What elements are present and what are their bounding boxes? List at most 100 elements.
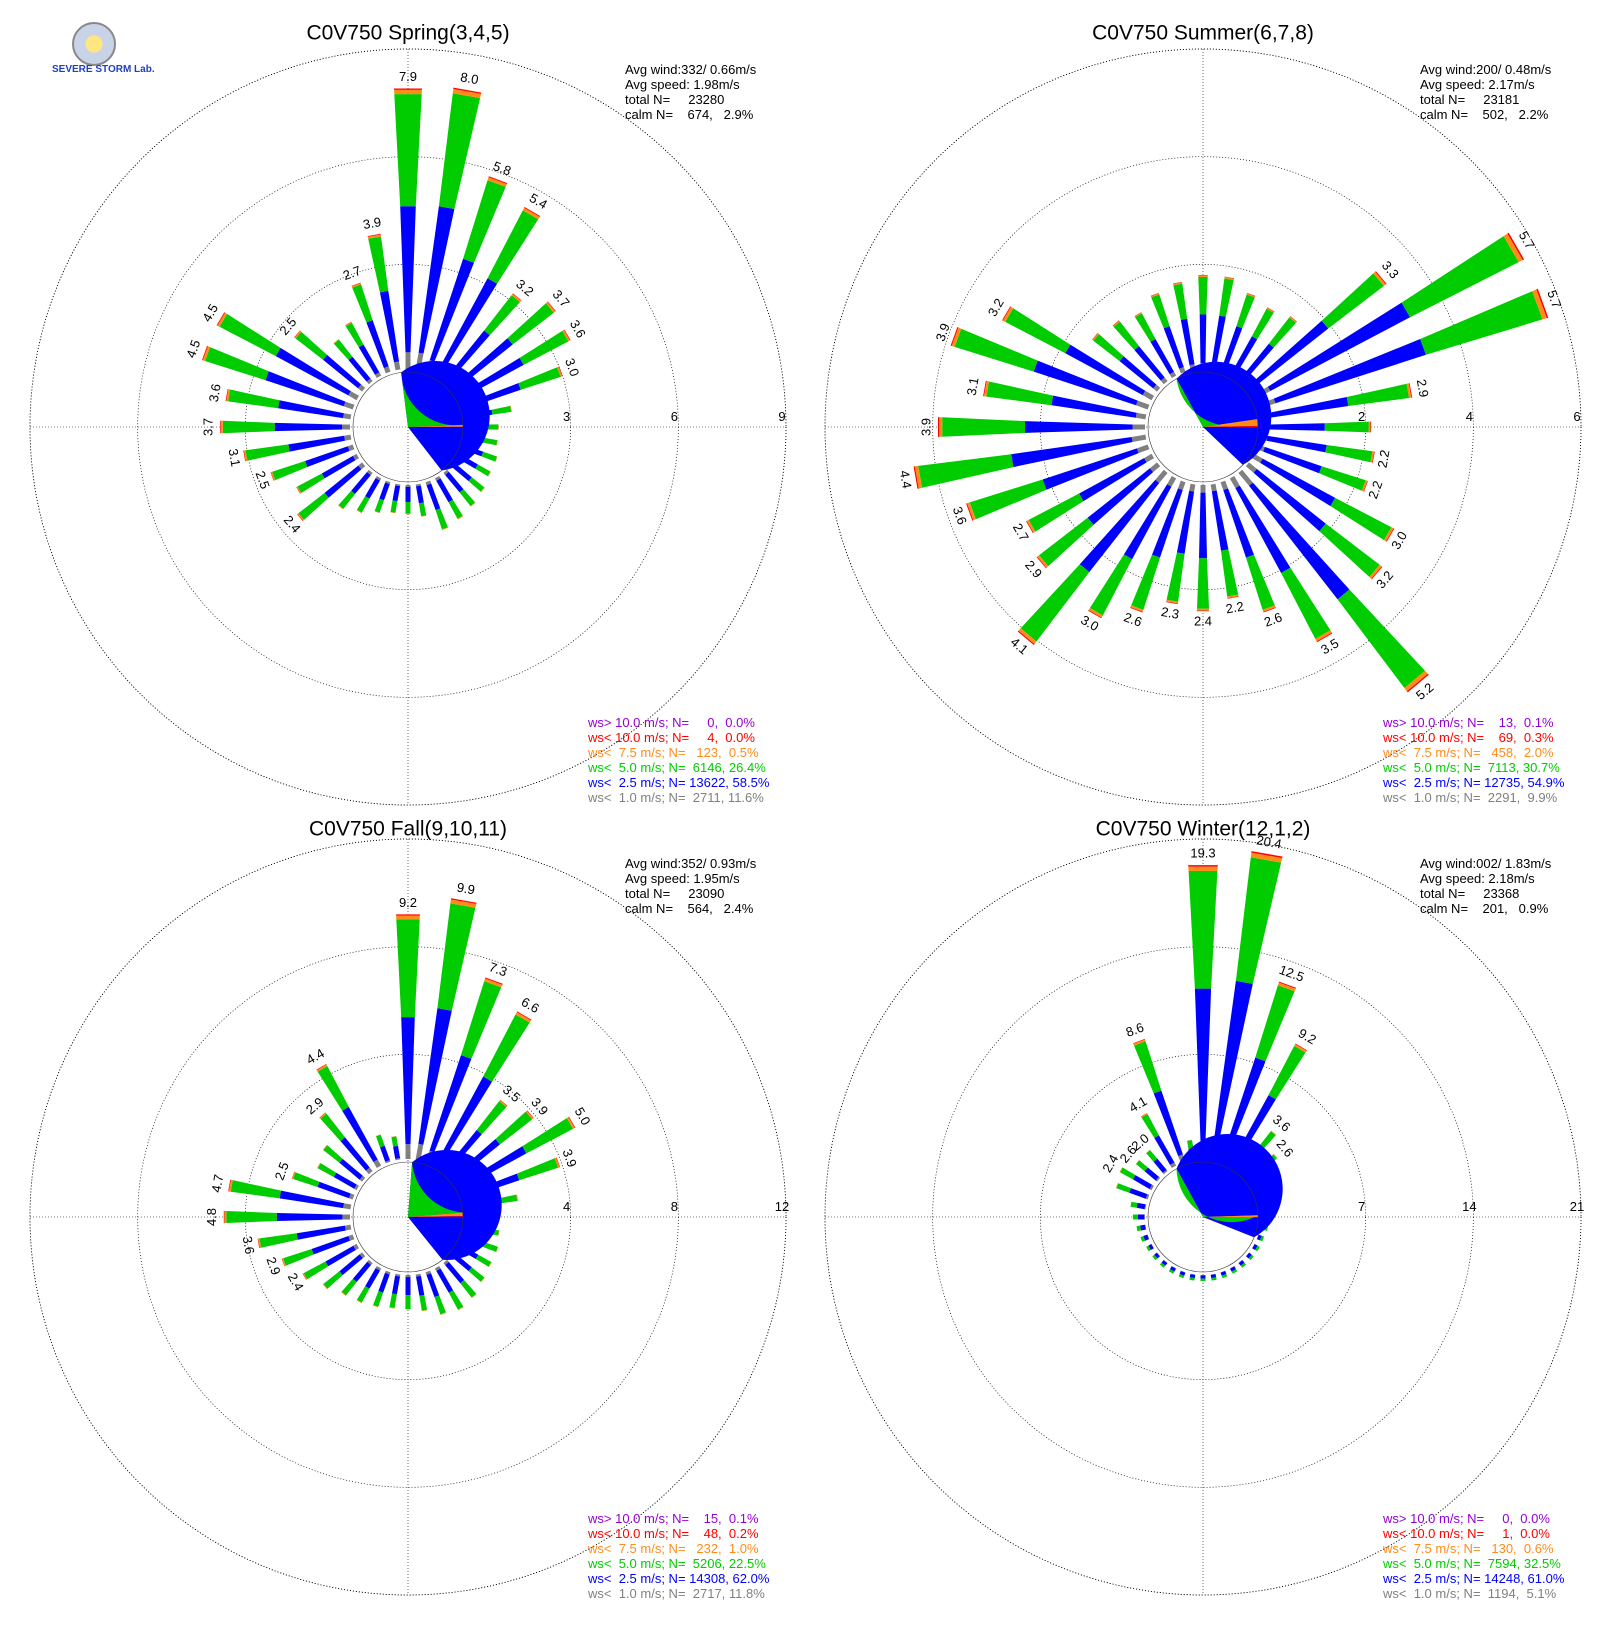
bar-segment	[1198, 275, 1208, 276]
bar-total-label: 3.9	[528, 1095, 551, 1118]
bar-segment	[1248, 1254, 1254, 1261]
bar-segment	[395, 483, 401, 487]
direction-bar-190	[389, 1273, 401, 1309]
bar-segment	[416, 485, 424, 504]
bar-segment	[480, 487, 485, 493]
bar-segment	[950, 327, 959, 346]
direction-bar-0: 7.9	[394, 69, 422, 369]
bar-segment	[296, 486, 302, 494]
bar-segment	[938, 417, 940, 437]
bar-segment	[1219, 278, 1234, 317]
bar-segment	[1136, 400, 1150, 410]
bar-segment	[1132, 1214, 1138, 1220]
bar-segment	[348, 356, 371, 382]
bar-segment	[217, 312, 227, 327]
bar-segment	[1197, 558, 1209, 609]
bar-segment	[1321, 273, 1384, 329]
bar-segment	[375, 1266, 382, 1271]
bar-total-label: 2.5	[272, 1160, 292, 1182]
lab-logo-text: SEVERE STORM Lab.	[52, 64, 155, 75]
bar-segment	[1232, 336, 1258, 374]
direction-bar-170	[415, 483, 427, 517]
bar-segment	[918, 454, 1014, 488]
bar-segment	[457, 515, 464, 520]
bar-segment	[448, 499, 463, 519]
bar-segment	[522, 1118, 573, 1154]
bar-segment	[291, 1171, 295, 1179]
stats-line: total N= 23368	[1420, 886, 1519, 901]
bar-segment	[367, 1259, 373, 1265]
direction-bar-170	[415, 1273, 428, 1312]
bar-segment	[395, 1273, 401, 1277]
grid-ring	[29, 838, 787, 1596]
bar-segment	[1168, 1269, 1175, 1274]
direction-bar-40	[1238, 316, 1298, 385]
bar-segment	[471, 1293, 477, 1298]
bar-segment	[1229, 476, 1240, 489]
bar-segment	[1005, 308, 1071, 354]
legend-entry: ws< 7.5 m/s; N= 123, 0.5%	[587, 745, 759, 760]
bar-segment	[1116, 1183, 1131, 1193]
direction-bar-270: 3.7	[201, 418, 350, 436]
bar-segment	[356, 509, 362, 514]
bar-segment	[358, 344, 380, 375]
direction-bar-140	[1238, 1259, 1247, 1268]
wind-rose-panel-4: 7 14 2119.320.412.59.23.62.62.42.62.04.18.…	[824, 818, 1584, 1601]
direction-bar-350	[391, 1136, 401, 1161]
ring-tick-label: 2	[1358, 409, 1365, 424]
bar-segment	[1036, 556, 1047, 569]
bar-segment	[1144, 1204, 1147, 1210]
bar-segment	[983, 380, 989, 397]
bar-segment	[390, 500, 398, 513]
bar-segment	[1246, 1252, 1252, 1259]
ring-tick-label: 8	[671, 1199, 678, 1214]
severe-storm-lab-logo: SEVERE STORM Lab.	[52, 22, 155, 82]
bar-segment	[1220, 1271, 1227, 1276]
bar-segment	[1135, 412, 1147, 420]
bar-segment	[385, 1160, 391, 1164]
bar-segment	[1196, 610, 1210, 612]
direction-bar-290: 3.9	[933, 321, 1150, 410]
bar-segment	[228, 1179, 231, 1192]
direction-bar-60: 5.7	[1252, 228, 1538, 401]
bar-segment	[228, 389, 280, 409]
bar-segment	[245, 444, 290, 461]
bar-segment	[1263, 446, 1322, 474]
bar-segment	[1152, 1254, 1158, 1261]
bar-segment	[1149, 1184, 1154, 1191]
bar-segment	[374, 498, 384, 513]
bar-segment	[1159, 1262, 1166, 1268]
bar-segment	[526, 1110, 534, 1119]
bar-segment	[1161, 1260, 1168, 1266]
direction-bar-260	[1136, 1224, 1147, 1232]
bar-segment	[1002, 306, 1011, 321]
bar-segment	[443, 469, 449, 475]
ring-tick-label: 12	[775, 1199, 789, 1214]
bar-segment	[450, 898, 477, 904]
bar-total-label: 3.3	[1379, 258, 1402, 281]
bar-segment	[343, 413, 352, 420]
bar-segment	[558, 366, 563, 377]
bar-segment	[1346, 383, 1410, 406]
bar-segment	[1370, 421, 1371, 433]
ring-tick-label: 21	[1570, 1199, 1584, 1214]
direction-bar-330: 4.1	[1126, 1093, 1177, 1168]
bar-segment	[951, 327, 962, 347]
bar-segment	[435, 508, 448, 530]
bar-segment	[372, 1305, 379, 1308]
bar-total-label: 7.9	[399, 69, 417, 84]
bar-segment	[1173, 281, 1183, 284]
bar-segment	[1189, 483, 1196, 492]
bar-segment	[320, 1113, 345, 1142]
direction-bar-120: 3.0	[1252, 453, 1410, 552]
direction-bar-200	[372, 1270, 391, 1308]
bar-segment	[1153, 1158, 1167, 1173]
bar-segment	[1370, 451, 1375, 463]
bar-segment	[1267, 302, 1411, 391]
bar-segment	[1220, 1270, 1226, 1273]
bar-segment	[438, 93, 481, 209]
bar-segment	[405, 352, 411, 369]
direction-bar-280: 3.1	[964, 376, 1147, 420]
bar-segment	[311, 1236, 351, 1255]
bar-segment	[1011, 437, 1133, 468]
